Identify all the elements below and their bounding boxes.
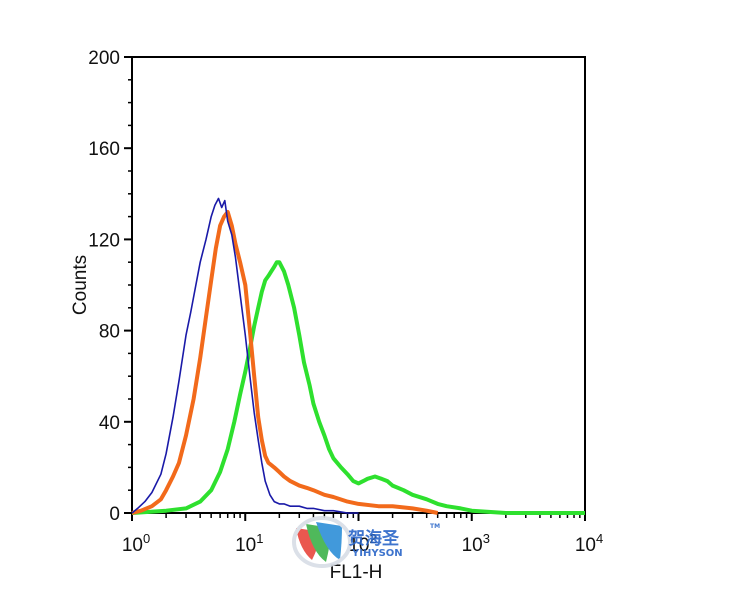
- series-line-3: [131, 260, 585, 515]
- watermark-tm: TM: [430, 523, 440, 530]
- plot-frame: [131, 56, 586, 514]
- x-tick-label: 101: [235, 531, 263, 556]
- y-tick-label: 0: [109, 504, 120, 525]
- x-tick-label: 103: [462, 531, 490, 556]
- x-tick-label: 100: [122, 531, 150, 556]
- watermark-emblem: [292, 516, 352, 568]
- series-line-1: [131, 197, 359, 514]
- watermark-text: 贺海圣: [347, 528, 400, 549]
- y-axis-title: Counts: [70, 255, 91, 315]
- watermark-logo: 贺海圣 YIHYSON TM: [292, 516, 440, 568]
- series-layer: [131, 197, 585, 515]
- y-axis-ticks: [124, 56, 132, 514]
- series-line-2: [131, 210, 439, 515]
- y-tick-label: 160: [88, 139, 120, 160]
- x-axis-title: FL1-H: [330, 562, 383, 583]
- y-tick-label: 200: [88, 48, 120, 69]
- x-tick-labels: 100 101 102 103 104: [122, 531, 603, 556]
- x-tick-label: 104: [575, 531, 603, 556]
- watermark-subtext: YIHYSON: [351, 548, 403, 559]
- x-axis-ticks: [131, 513, 586, 521]
- y-tick-label: 120: [88, 230, 120, 251]
- y-tick-labels: 0 40 80 120 160 200: [88, 48, 120, 525]
- x-tick-label: 102: [348, 531, 376, 556]
- y-tick-label: 80: [99, 322, 120, 343]
- y-tick-label: 40: [99, 413, 120, 434]
